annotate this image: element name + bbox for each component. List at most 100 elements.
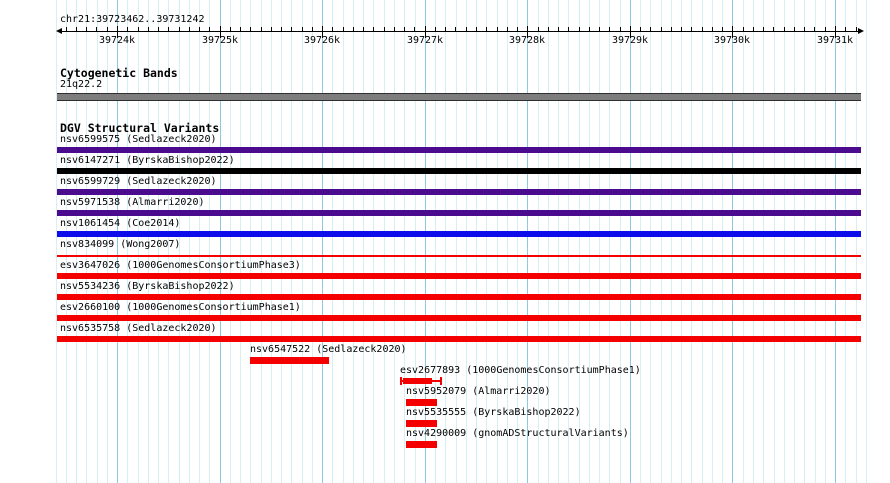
axis-tick-minor	[271, 27, 272, 32]
axis-tick-minor	[373, 27, 374, 32]
axis-tick-minor	[332, 27, 333, 32]
axis-tick-label: 39729k	[611, 35, 649, 46]
variant-label[interactable]: esv2677893 (1000GenomesConsortiumPhase1)	[400, 365, 641, 376]
axis-tick-label: 39730k	[713, 35, 751, 46]
axis-tick-minor	[691, 27, 692, 32]
variant-label[interactable]: esv2660100 (1000GenomesConsortiumPhase1)	[60, 302, 301, 313]
axis-tick-label: 39731k	[816, 35, 854, 46]
variant-label[interactable]: nsv6599729 (Sedlazeck2020)	[60, 176, 217, 187]
variant-label[interactable]: nsv6535758 (Sedlazeck2020)	[60, 323, 217, 334]
axis-tick-minor	[856, 27, 857, 32]
gridline-major	[732, 0, 734, 483]
gridline-minor	[147, 0, 149, 483]
gridline-minor	[332, 0, 334, 483]
variant-bar[interactable]	[406, 420, 438, 427]
axis-tick-minor	[568, 27, 569, 32]
variant-label[interactable]: nsv5952079 (Almarri2020)	[406, 386, 551, 397]
axis-tick-major	[322, 26, 323, 38]
axis-tick-minor	[394, 27, 395, 32]
gridline-minor	[209, 0, 211, 483]
variant-label[interactable]: nsv6547522 (Sedlazeck2020)	[250, 344, 407, 355]
gridline-minor	[445, 0, 447, 483]
gridline-minor	[804, 0, 806, 483]
gridline-minor	[506, 0, 508, 483]
region-title: chr21:39723462..39731242	[60, 14, 205, 25]
variant-range-cap-right	[440, 377, 443, 385]
variant-bar[interactable]	[406, 441, 438, 448]
variant-label[interactable]: nsv6599575 (Sedlazeck2020)	[60, 134, 217, 145]
gridline-minor	[681, 0, 683, 483]
axis-tick-minor	[291, 27, 292, 32]
gridline-minor	[568, 0, 570, 483]
axis-tick-minor	[548, 27, 549, 32]
variant-bar[interactable]	[57, 168, 861, 174]
variant-label[interactable]: esv3647026 (1000GenomesConsortiumPhase3)	[60, 260, 301, 271]
variant-bar[interactable]	[250, 357, 330, 364]
gridline-minor	[168, 0, 170, 483]
variant-bar[interactable]	[57, 315, 861, 321]
axis-tick-major	[425, 26, 426, 38]
variant-bar[interactable]	[403, 378, 432, 384]
variant-label[interactable]: nsv4290009 (gnomADStructuralVariants)	[406, 428, 629, 439]
cytoband-name[interactable]: 21q22.2	[60, 79, 103, 90]
gridline-minor	[137, 0, 139, 483]
variant-bar[interactable]	[57, 231, 861, 237]
axis-tick-minor	[96, 27, 97, 32]
variant-label[interactable]: nsv5535555 (ByrskaBishop2022)	[406, 407, 581, 418]
axis-tick-minor	[66, 27, 67, 32]
gridline-minor	[363, 0, 365, 483]
gridline-minor	[558, 0, 560, 483]
gridline-minor	[578, 0, 580, 483]
axis-tick-minor	[845, 27, 846, 32]
variant-bar[interactable]	[57, 255, 861, 257]
axis-tick-minor	[445, 27, 446, 32]
gridline-minor	[342, 0, 344, 483]
variant-bar[interactable]	[57, 147, 861, 153]
gridline-major	[219, 0, 221, 483]
axis-tick-minor	[353, 27, 354, 32]
axis-tick-minor	[127, 27, 128, 32]
gridline-minor	[76, 0, 77, 483]
gridline-minor	[158, 0, 159, 483]
variant-label[interactable]: nsv1061454 (Coe2014)	[60, 218, 181, 229]
axis-tick-minor	[404, 27, 405, 32]
axis-tick-minor	[179, 27, 180, 32]
gridline-minor	[691, 0, 693, 483]
gridline-minor	[814, 0, 816, 483]
variant-label[interactable]: nsv5534236 (ByrskaBishop2022)	[60, 281, 235, 292]
axis-tick-minor	[722, 27, 723, 32]
axis-tick-minor	[814, 27, 815, 32]
axis-arrow-right	[858, 28, 864, 34]
gridline-minor	[824, 0, 826, 483]
axis-tick-minor	[558, 27, 559, 32]
gridline-major	[527, 0, 529, 483]
variant-label[interactable]: nsv5971538 (Almarri2020)	[60, 197, 205, 208]
axis-tick-minor	[302, 27, 303, 32]
gridline-minor	[609, 0, 611, 483]
variant-bar[interactable]	[57, 210, 861, 216]
axis-tick-minor	[363, 27, 364, 32]
cytoband-bar[interactable]	[57, 93, 861, 101]
axis-tick-minor	[189, 27, 190, 32]
axis-tick-minor	[794, 27, 795, 32]
gridline-major	[835, 0, 836, 483]
axis-tick-minor	[209, 27, 210, 32]
gridline-minor	[127, 0, 129, 483]
variant-bar[interactable]	[57, 294, 861, 300]
variant-label[interactable]: nsv834099 (Wong2007)	[60, 239, 181, 250]
gridline-major	[424, 0, 426, 483]
gridline-minor	[240, 0, 242, 483]
axis-tick-minor	[497, 27, 498, 32]
gridline-minor	[650, 0, 652, 483]
axis-tick-minor	[199, 27, 200, 32]
gridline-minor	[55, 0, 57, 483]
variant-bar[interactable]	[57, 189, 861, 195]
gridline-minor	[229, 0, 231, 483]
variant-label[interactable]: nsv6147271 (ByrskaBishop2022)	[60, 155, 235, 166]
variant-bar[interactable]	[57, 336, 861, 342]
variant-bar[interactable]	[57, 273, 861, 279]
axis-tick-minor	[435, 27, 436, 32]
variant-bar[interactable]	[406, 399, 438, 406]
gridline-minor	[865, 0, 867, 483]
gridline-minor	[199, 0, 201, 483]
